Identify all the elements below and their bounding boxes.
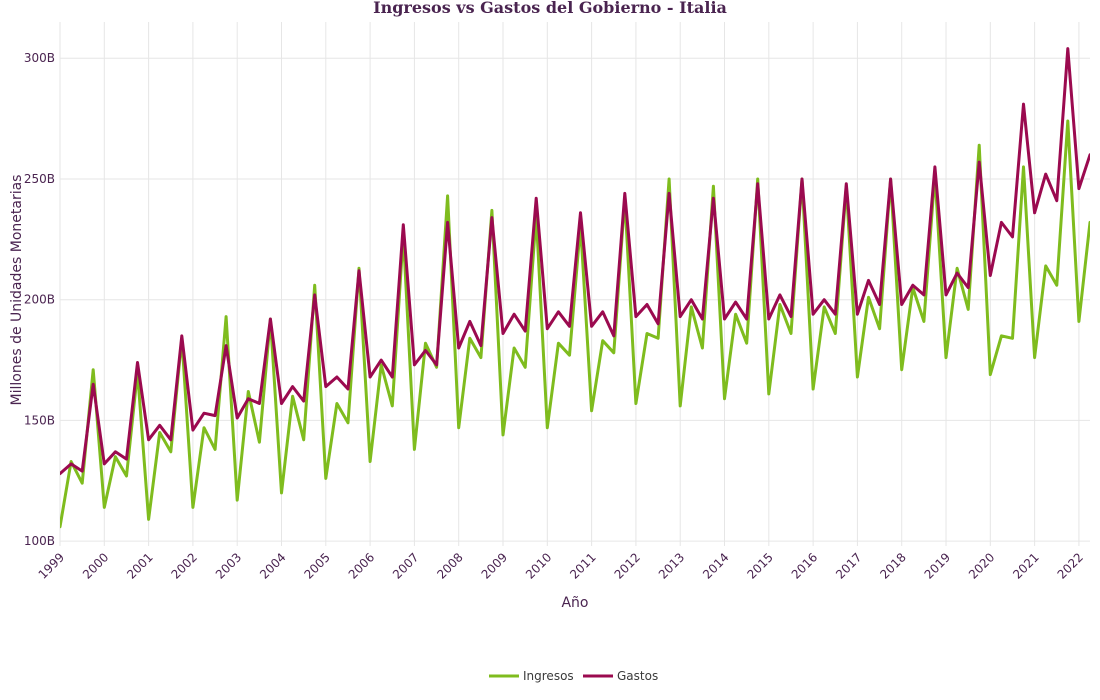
- x-tick-label: 2016: [789, 550, 820, 581]
- x-tick-label: 2021: [1010, 550, 1041, 581]
- y-tick-label: 200B: [24, 293, 55, 307]
- x-gridlines: [59, 22, 1080, 546]
- x-tick-label: 2014: [700, 550, 731, 581]
- x-tick-label: 2001: [124, 550, 155, 581]
- x-tick-label: 2015: [744, 550, 775, 581]
- legend-label: Gastos: [617, 669, 658, 683]
- x-tick-label: 2011: [567, 550, 598, 581]
- legend-label: Ingresos: [523, 669, 574, 683]
- x-tick-label: 2002: [169, 550, 200, 581]
- y-tick-label: 150B: [24, 413, 55, 427]
- x-tick-label: 2010: [523, 550, 554, 581]
- x-tick-label: 2020: [966, 550, 997, 581]
- x-axis-title: Año: [561, 595, 588, 611]
- chart-title: Ingresos vs Gastos del Gobierno - Italia: [373, 0, 727, 17]
- x-tick-label: 2008: [434, 550, 465, 581]
- y-axis-title: Millones de Unidades Monetarias: [9, 175, 25, 406]
- x-tick-label: 2005: [301, 550, 332, 581]
- legend[interactable]: Ingresos Gastos: [489, 669, 658, 683]
- x-tick-label: 2013: [656, 550, 687, 581]
- y-tick-labels: 100B 150B 200B 250B 300B: [24, 51, 55, 548]
- x-tick-label: 2007: [390, 550, 421, 581]
- series-line-ingresos: [60, 119, 1090, 529]
- x-tick-label: 2017: [833, 550, 864, 581]
- x-tick-label: 1999: [36, 550, 67, 581]
- x-tick-label: 2022: [1055, 550, 1086, 581]
- y-tick-label: 100B: [24, 534, 55, 548]
- y-tick-label: 300B: [24, 51, 55, 65]
- y-tick-label: 250B: [24, 172, 55, 186]
- x-tick-label: 2012: [612, 550, 643, 581]
- legend-item-ingresos[interactable]: Ingresos: [489, 669, 574, 683]
- x-tick-label: 2004: [257, 550, 288, 581]
- x-tick-label: 2018: [877, 550, 908, 581]
- x-tick-labels: 1999 2000 2001 2002 2003 2004 2005 2006 2007 2008…: [36, 550, 1086, 581]
- x-tick-label: 2006: [346, 550, 377, 581]
- x-tick-label: 2003: [213, 550, 244, 581]
- x-tick-label: 2009: [479, 550, 510, 581]
- series-lines: [60, 47, 1090, 529]
- x-tick-label: 2000: [80, 550, 111, 581]
- legend-item-gastos[interactable]: Gastos: [583, 669, 658, 683]
- x-tick-label: 2019: [922, 550, 953, 581]
- series-line-gastos: [60, 47, 1090, 476]
